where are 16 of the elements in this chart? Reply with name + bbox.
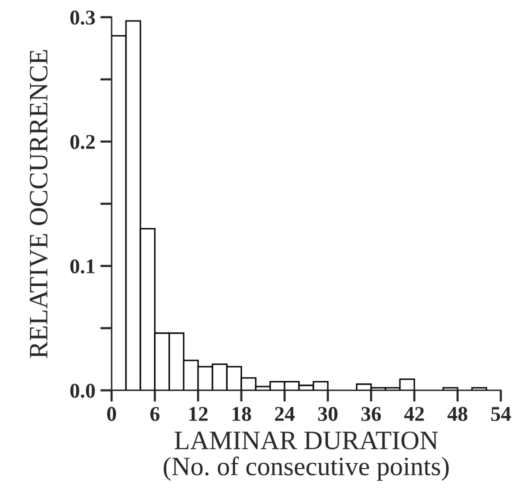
x-tick-label: 54 <box>491 407 511 421</box>
x-tick-label: 6 <box>150 406 160 421</box>
y-tick-label: 0.0 <box>70 384 95 398</box>
x-tick-label: 48 <box>447 406 468 421</box>
x-tick-label: 42 <box>404 406 424 421</box>
y-tick-label: 0.1 <box>70 259 95 274</box>
x-tick-label: 18 <box>232 406 252 421</box>
x-tick-label: 30 <box>318 406 338 421</box>
x-tick-label: 0 <box>107 406 116 421</box>
x-tick-label: 12 <box>189 406 208 421</box>
x-tick-label: 36 <box>361 406 381 421</box>
x-tick-label: 24 <box>275 406 295 421</box>
y-axis-title: RELATIVE OCCURRENCE <box>30 50 48 358</box>
x-axis-title: LAMINAR DURATION (No. of consecutive points) <box>164 432 449 481</box>
y-tick-label: 0.3 <box>70 10 95 25</box>
y-tick-label: 0.2 <box>70 134 95 150</box>
